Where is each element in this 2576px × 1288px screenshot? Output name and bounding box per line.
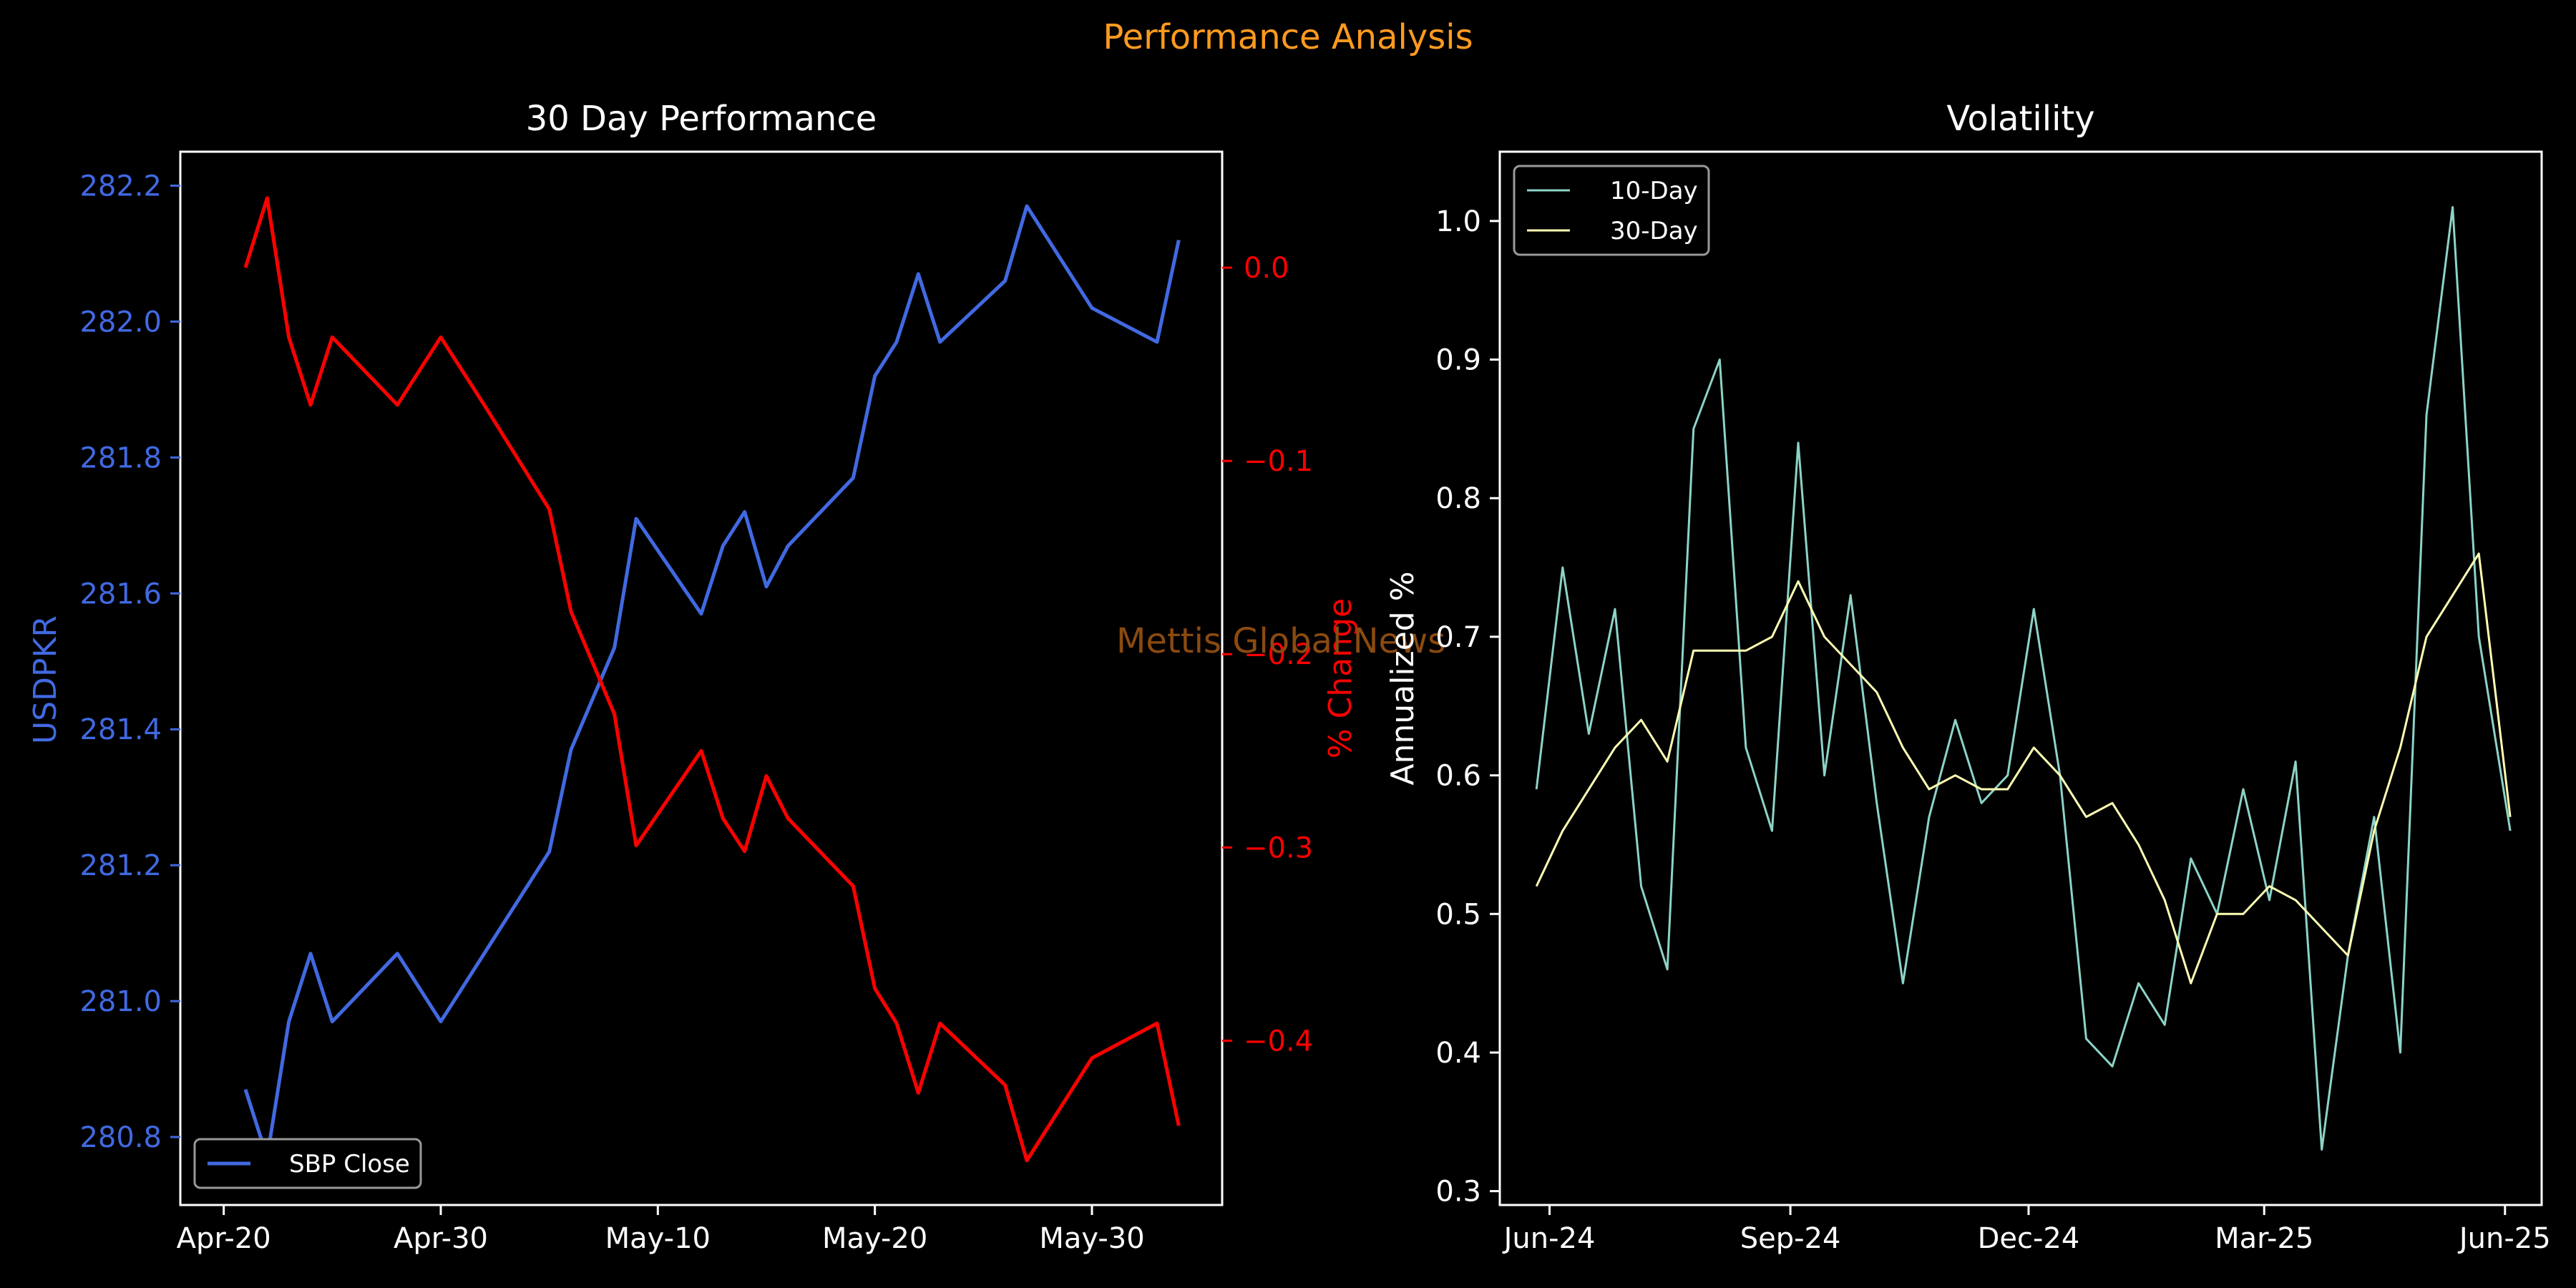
percent-change-axis-label: % Change [1322, 598, 1359, 758]
ten-day-volatility-line [1535, 205, 2512, 1151]
y-tick-label: 281.2 [79, 849, 162, 882]
watermark: Mettis Global News [1116, 621, 1445, 661]
right-y-tick-label: −0.2 [1244, 638, 1313, 671]
y-tick-label: 282.2 [79, 170, 162, 203]
y-tick-label: 281.8 [79, 441, 162, 474]
volatility-panel: Volatility Jun-24 Sep-24 Dec-24 Mar-25 Jun-2… [1385, 99, 2551, 1255]
y-tick-label: 281.0 [79, 985, 162, 1018]
right-y-tick-label: −0.4 [1244, 1025, 1313, 1058]
volatility-title: Volatility [1946, 99, 2094, 139]
right-y-tick-label: −0.3 [1244, 831, 1313, 864]
right-y-tick-label: 0.0 [1244, 252, 1289, 285]
volatility-lines [1535, 205, 2512, 1151]
x-tick-label: May-10 [605, 1222, 711, 1255]
sbp-close-legend-label: SBP Close [289, 1150, 410, 1179]
performance-right-y-ticks: 0.0 −0.1 −0.2 −0.3 −0.4 [1222, 252, 1313, 1058]
y-tick-label: 0.4 [1435, 1037, 1481, 1070]
volatility-x-ticks: Jun-24 Sep-24 Dec-24 Mar-25 Jun-25 [1502, 1205, 2551, 1255]
performance-legend: SBP Close [193, 1138, 422, 1189]
sbp-close-line [243, 204, 1181, 1160]
x-tick-label: Apr-20 [177, 1222, 271, 1255]
volatility-y-ticks: 0.3 0.4 0.5 0.6 0.7 0.8 0.9 1.0 [1435, 205, 1500, 1209]
performance-panel: 30 Day Performance Apr-20 Apr-30 May-10 May… [27, 99, 1359, 1255]
y-tick-label: 0.9 [1435, 344, 1481, 377]
y-tick-label: 0.7 [1435, 621, 1481, 654]
y-tick-label: 0.6 [1435, 760, 1481, 793]
y-tick-label: 280.8 [79, 1121, 162, 1154]
x-tick-label: Apr-30 [394, 1222, 488, 1255]
x-tick-label: May-30 [1039, 1222, 1144, 1255]
performance-title: 30 Day Performance [526, 99, 877, 139]
ten-day-legend-label: 10-Day [1610, 177, 1698, 205]
volatility-legend: 10-Day 30-Day [1513, 165, 1710, 256]
percent-change-line [243, 196, 1181, 1163]
y-tick-label: 0.3 [1435, 1176, 1481, 1209]
x-tick-label: May-20 [822, 1222, 927, 1255]
thirty-day-legend-label: 30-Day [1610, 217, 1698, 245]
volatility-legend-box [1513, 165, 1710, 256]
x-tick-label: Jun-25 [2457, 1222, 2551, 1255]
performance-axes-frame [179, 150, 1224, 1206]
volatility-axes-frame [1498, 150, 2543, 1206]
x-tick-label: Mar-25 [2215, 1222, 2313, 1255]
performance-legend-box [193, 1138, 422, 1189]
y-tick-label: 0.5 [1435, 898, 1481, 931]
annualized-axis-label: Annualized % [1385, 571, 1421, 785]
x-tick-label: Dec-24 [1978, 1222, 2080, 1255]
x-tick-label: Jun-24 [1502, 1222, 1596, 1255]
usdpkr-axis-label: USDPKR [27, 615, 64, 744]
y-tick-label: 282.0 [79, 306, 162, 338]
y-tick-label: 281.4 [79, 713, 162, 746]
thirty-day-volatility-line [1535, 552, 2512, 985]
performance-x-ticks: Apr-20 Apr-30 May-10 May-20 May-30 [177, 1205, 1145, 1255]
y-tick-label: 1.0 [1435, 205, 1481, 238]
figure-title: Performance Analysis [1103, 17, 1473, 57]
x-tick-label: Sep-24 [1740, 1222, 1841, 1255]
y-tick-label: 281.6 [79, 577, 162, 610]
performance-left-y-ticks: 280.8 281.0 281.2 281.4 281.6 281.8 282.0 282.2 [79, 170, 180, 1154]
y-tick-label: 0.8 [1435, 482, 1481, 515]
performance-lines [243, 196, 1181, 1163]
right-y-tick-label: −0.1 [1244, 445, 1313, 478]
